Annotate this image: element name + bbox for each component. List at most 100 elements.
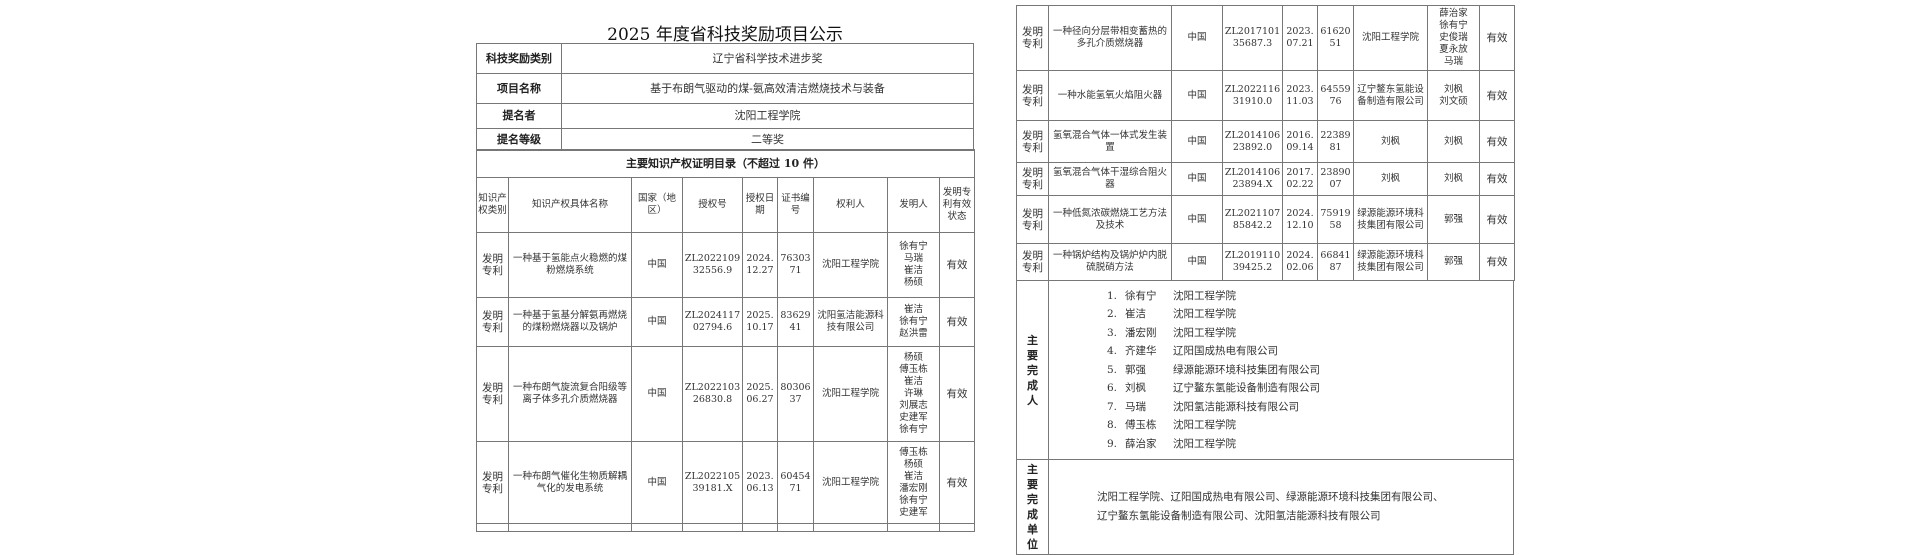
cell-owner: 刘枫	[1353, 120, 1428, 163]
cell-country: 中国	[1171, 70, 1223, 121]
cell-number: ZL201410623894.X	[1222, 162, 1283, 196]
cell-type: 发明专利	[1016, 243, 1049, 281]
cell-owner: 辽宁鳌东氢能设备制造有限公司	[1353, 70, 1428, 121]
info-label: 提名者	[476, 103, 562, 129]
cell-country: 中国	[1171, 162, 1223, 196]
info-label: 科技奖励类别	[476, 43, 562, 74]
person-number: 3.	[1107, 326, 1118, 339]
person-name: 郭强	[1125, 363, 1146, 376]
person-name: 崔洁	[1125, 308, 1146, 321]
cell-type: 发明专利	[476, 346, 509, 442]
inventor-name: 刘枫	[1443, 83, 1463, 95]
patent-row: 发明专利 一种基于氢基分解氨再燃烧的煤粉燃烧器以及锅炉 中国 ZL2024117027…	[476, 297, 976, 347]
column-header: 证书编号	[777, 177, 814, 233]
info-value: 辽宁省科学技术进步奖	[561, 43, 974, 74]
person-org: 沈阳工程学院	[1173, 308, 1236, 321]
cell-owner: 沈阳工程学院	[1353, 5, 1428, 71]
inventor-name: 杨硕	[903, 352, 923, 363]
empty-cell	[887, 523, 940, 532]
cell-status: 有效	[1479, 120, 1515, 163]
info-value: 二等奖	[561, 128, 974, 151]
person-number: 6.	[1107, 382, 1118, 395]
person-number: 9.	[1107, 437, 1118, 450]
cell-date: 2016.09.14	[1282, 120, 1318, 163]
section-title-row: 主要知识产权证明目录（不超过 10 件）	[475, 149, 976, 178]
cell-inventors: 郭强	[1427, 243, 1480, 281]
inventor-name: 薛治家	[1439, 8, 1468, 19]
cell-country: 中国	[1171, 5, 1223, 71]
cell-cert: 6045471	[777, 441, 814, 524]
column-header-row: 知识产权类别 知识产权具体名称 国家（地区） 授权号 授权日期 证书编号 权利人 发明人 发明专…	[476, 177, 976, 233]
inventor-name: 史建军	[899, 412, 928, 423]
column-header: 授权号	[682, 177, 743, 233]
person-org: 辽宁鳌东氢能设备制造有限公司	[1173, 382, 1320, 395]
person-name: 马瑞	[1125, 400, 1146, 413]
cell-status: 有效	[938, 346, 976, 442]
cell-name: 一种布朗气旋流复合阳级等离子体多孔介质燃烧器	[508, 346, 632, 442]
person-number: 4.	[1107, 345, 1118, 358]
column-header: 授权日期	[742, 177, 778, 233]
person-name: 傅玉栋	[1125, 419, 1157, 432]
cell-inventors: 杨硕 傅玉栋 崔洁 许琳 刘展志 史建军 徐有宁	[887, 346, 940, 442]
inventor-name: 崔洁	[903, 304, 923, 315]
cell-status: 有效	[1479, 70, 1515, 121]
person-number: 2.	[1107, 308, 1118, 321]
ip-table-continued: 发明专利 一种径向分层带相变蓄热的多孔介质燃烧器 中国 ZL201710135687.…	[1016, 5, 1515, 281]
empty-cell	[682, 523, 743, 532]
empty-cell	[476, 523, 509, 532]
page-title: 2025 年度省科技奖励项目公示	[607, 25, 843, 45]
cell-number: ZL202210539181.X	[682, 441, 743, 524]
ip-section-title: 主要知识产权证明目录（不超过 10 件）	[475, 149, 976, 178]
cell-status: 有效	[1479, 162, 1515, 196]
person-name: 徐有宁	[1125, 289, 1157, 302]
persons-row: 主要完成人 1. 徐有宁 沈阳工程学院 2. 崔洁 沈阳工程学院 3. 潘宏刚 沈阳工程学院 4.…	[1016, 280, 1514, 460]
person-item: 8. 傅玉栋 沈阳工程学院	[1107, 416, 1512, 435]
cell-date: 2024.02.06	[1282, 243, 1318, 281]
cell-country: 中国	[1171, 195, 1223, 244]
cell-type: 发明专利	[476, 297, 509, 347]
info-row: 提名等级 二等奖	[476, 128, 974, 151]
patent-row: 发明专利 一种径向分层带相变蓄热的多孔介质燃烧器 中国 ZL201710135687.…	[1016, 5, 1515, 71]
cell-date: 2023.11.03	[1282, 70, 1318, 121]
empty-cell	[777, 523, 814, 532]
cell-date: 2025.10.17	[742, 297, 778, 347]
inventor-name: 徐有宁	[899, 241, 928, 252]
ip-table: 主要知识产权证明目录（不超过 10 件） 知识产权类别 知识产权具体名称 国家（地区）…	[475, 149, 976, 532]
cell-date: 2023.06.13	[742, 441, 778, 524]
inventor-name: 崔洁	[903, 376, 923, 387]
cell-status: 有效	[1479, 5, 1515, 71]
person-number: 7.	[1107, 400, 1118, 413]
empty-cell	[631, 523, 683, 532]
units-text: 沈阳工程学院、辽阳国成热电有限公司、绿源能源环境科技集团有限公司、 辽宁鳌东氢能…	[1048, 459, 1514, 555]
units-row: 主要完成单位 沈阳工程学院、辽阳国成热电有限公司、绿源能源环境科技集团有限公司、…	[1016, 459, 1514, 555]
inventor-name: 马瑞	[1443, 56, 1463, 67]
cell-status: 有效	[1479, 195, 1515, 244]
person-org: 沈阳工程学院	[1173, 419, 1236, 432]
units-label: 主要完成单位	[1027, 463, 1038, 551]
person-org: 辽阳国成热电有限公司	[1173, 345, 1278, 358]
cell-country: 中国	[1171, 243, 1223, 281]
cell-name: 一种径向分层带相变蓄热的多孔介质燃烧器	[1048, 5, 1172, 71]
column-header: 发明人	[887, 177, 940, 233]
cell-date: 2017.02.22	[1282, 162, 1318, 196]
inventor-name: 傅玉栋	[899, 446, 928, 458]
person-item: 7. 马瑞 沈阳氢洁能源科技有限公司	[1107, 398, 1512, 417]
cell-type: 发明专利	[476, 232, 509, 298]
cell-inventors: 刘枫	[1427, 162, 1480, 196]
cell-date: 2024.12.10	[1282, 195, 1318, 244]
patent-row: 发明专利 一种水能氢氧火焰阻火器 中国 ZL202211631910.0 2023.11…	[1016, 70, 1515, 121]
inventor-name: 崔洁	[903, 265, 923, 276]
person-item: 2. 崔洁 沈阳工程学院	[1107, 305, 1512, 324]
patent-row: 发明专利 氢氧混合气体一体式发生装置 中国 ZL201410623892.0 2016.…	[1016, 120, 1515, 163]
completion-table: 主要完成人 1. 徐有宁 沈阳工程学院 2. 崔洁 沈阳工程学院 3. 潘宏刚 沈阳工程学院 4.…	[1016, 280, 1514, 555]
info-value: 基于布朗气驱动的煤-氨高效清洁燃烧技术与装备	[561, 73, 974, 104]
units-line: 辽宁鳌东氢能设备制造有限公司、沈阳氢洁能源科技有限公司	[1097, 510, 1381, 522]
empty-cell	[742, 523, 778, 532]
inventor-name: 刘枫	[1443, 135, 1463, 147]
column-header: 知识产权具体名称	[508, 177, 632, 233]
inventor-name: 郭强	[1443, 256, 1463, 267]
cell-number: ZL201710135687.3	[1222, 5, 1283, 71]
inventor-name: 史俊瑞	[1439, 32, 1468, 43]
person-name: 齐建华	[1125, 345, 1157, 358]
cell-status: 有效	[938, 297, 976, 347]
